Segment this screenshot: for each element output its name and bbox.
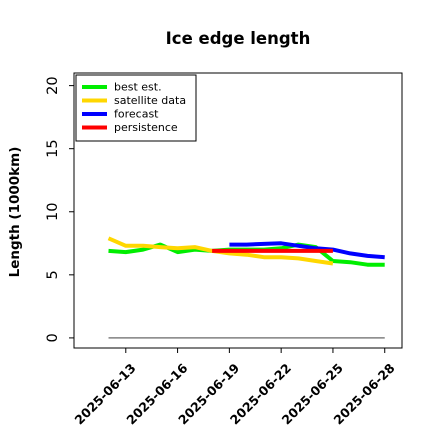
series-line-forecast <box>229 241 385 260</box>
plot-frame <box>73 72 403 349</box>
y-axis-label: Length (1000km) <box>7 147 23 278</box>
y-tick-label: 5 <box>45 270 61 279</box>
chart-title: Ice edge length <box>166 29 311 48</box>
y-tick-label: 10 <box>45 203 61 221</box>
legend-entry-label: persistence <box>114 121 178 134</box>
legend-entry-label: forecast <box>114 108 159 121</box>
y-tick-label: 15 <box>45 139 61 157</box>
legend-entry-label: best est. <box>114 81 162 94</box>
legend-entry-label: satellite data <box>114 94 186 107</box>
plot-area: 051015202025-06-132025-06-162025-06-1920… <box>45 72 403 427</box>
y-tick-label: 20 <box>45 76 61 94</box>
y-tick-label: 0 <box>45 333 61 342</box>
